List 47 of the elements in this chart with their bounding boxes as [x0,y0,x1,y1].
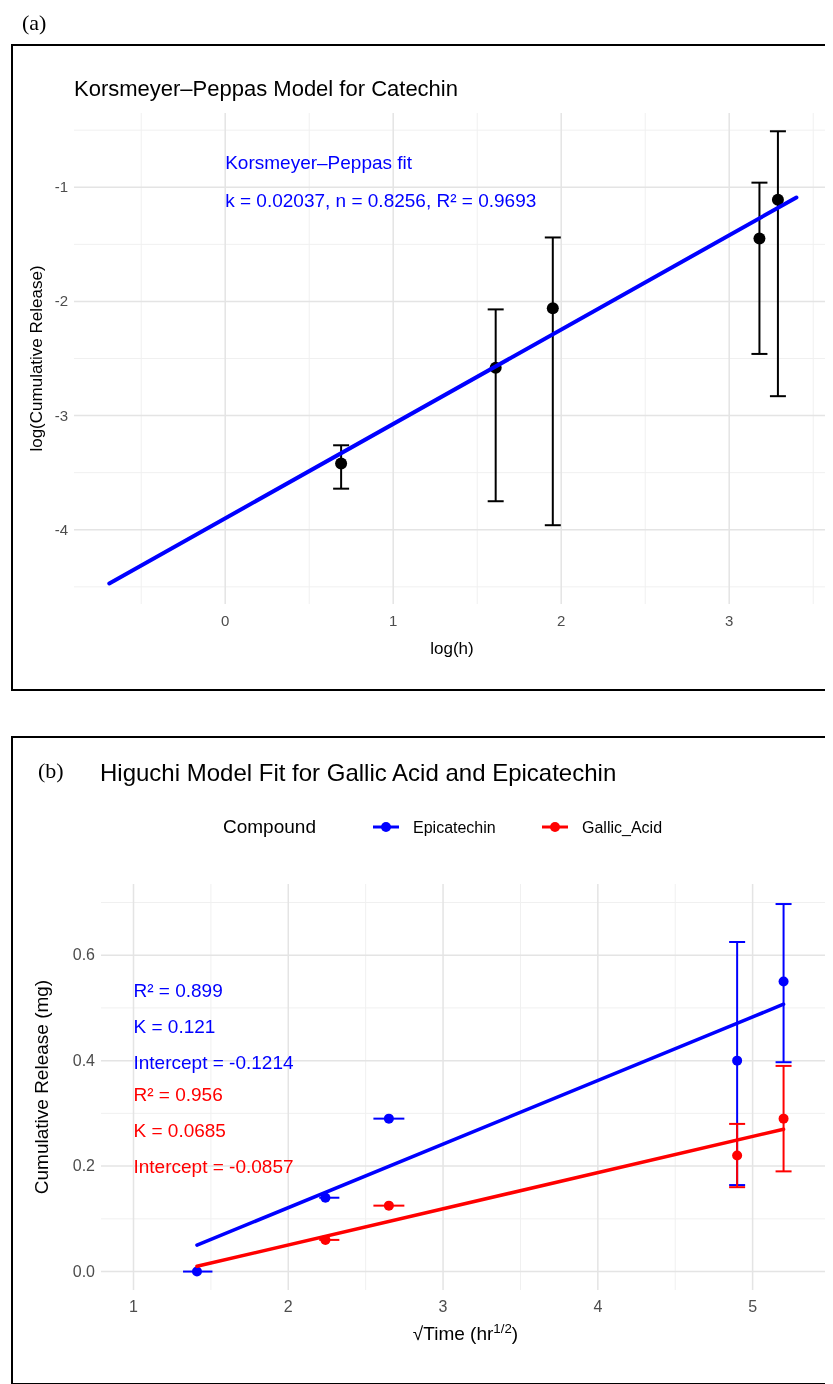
x-tick-label: 1 [389,612,398,629]
point [771,193,784,206]
point [191,1266,202,1277]
x-tick-label: 5 [748,1298,758,1315]
point [383,1113,394,1124]
y-tick-label: 0.2 [72,1157,96,1175]
point [546,302,559,315]
point [383,1200,394,1211]
annotation: K = 0.0685 [133,1120,226,1142]
x-tick-label: 4 [593,1298,603,1315]
x-axis-title: √Time (hr$^{1/2}$) [412,1320,519,1344]
point [732,1150,743,1161]
annotation: R² = 0.899 [133,980,223,1002]
legend-label: Epicatechin [413,819,496,836]
x-tick-label: 0 [221,612,230,629]
y-tick-label: 0.0 [72,1262,96,1280]
annotation: R² = 0.956 [133,1084,223,1106]
y-tick-label: -1 [54,178,68,196]
x-axis-title: log(h) [430,639,474,658]
point [778,976,789,987]
annotation: Intercept = -0.0857 [133,1156,294,1178]
legend-title: Compound [223,816,316,837]
annotation: Intercept = -0.1214 [133,1052,294,1074]
annotation: k = 0.02037, n = 0.8256, R² = 0.9693 [225,189,537,211]
x-tick-label: 1 [129,1298,139,1315]
x-tick-label: 3 [725,612,734,629]
chart-title: Higuchi Model Fit for Gallic Acid and Epicatechin [100,759,617,786]
text: (b) [38,758,64,783]
y-tick-label: -3 [54,406,68,424]
y-axis-title: log(Cumulative Release) [27,265,46,452]
x-tick-label: 2 [283,1298,293,1315]
point [335,457,348,470]
y-tick-label: 0.6 [72,946,96,964]
x-tick-label: 3 [438,1298,448,1315]
y-tick-label: -2 [54,292,68,310]
text: (a) [22,10,47,35]
point [753,232,766,245]
chart-title: Korsmeyer–Peppas Model for Catechin [74,76,458,101]
annotation: Korsmeyer–Peppas fit [225,151,413,173]
y-tick-label: -4 [54,520,68,538]
point [778,1113,789,1124]
y-axis-title: Cumulative Release (mg) [31,979,52,1195]
point [732,1055,743,1066]
y-tick-label: 0.4 [72,1051,96,1069]
annotation: K = 0.121 [133,1016,216,1038]
legend-label: Gallic_Acid [582,819,663,837]
x-tick-label: 2 [557,612,566,629]
